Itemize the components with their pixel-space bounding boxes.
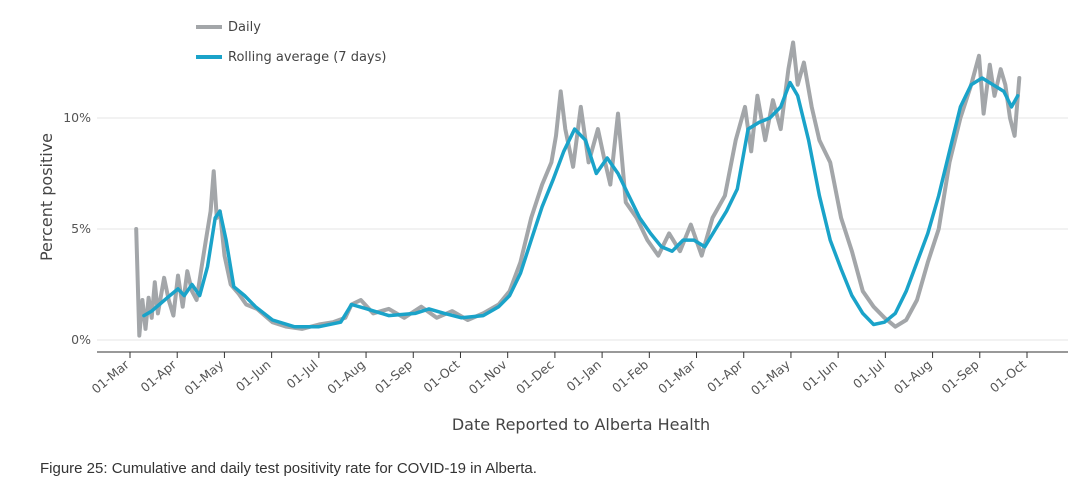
- x-tick-label: 01-Mar: [655, 356, 699, 396]
- y-tick-label: 5%: [71, 221, 91, 236]
- series-rolling-line: [142, 76, 1020, 329]
- x-axis-title: Date Reported to Alberta Health: [452, 415, 710, 434]
- series-lines: [134, 40, 1022, 338]
- x-axis: 01-Mar 01-Apr 01-May 01-Jun 01-Jul 01-Aug 01-S…: [89, 351, 1068, 398]
- x-tick-label: 01-Sep: [938, 357, 981, 397]
- legend-label-rolling: Rolling average (7 days): [228, 50, 386, 65]
- series-daily-line: [134, 40, 1022, 338]
- x-tick-label: 01-Nov: [466, 356, 510, 397]
- x-tick-label: 01-Apr: [704, 356, 746, 395]
- x-tick-label: 01-Oct: [420, 357, 462, 396]
- x-tick-label: 01-May: [181, 356, 227, 398]
- x-tick-label: 01-May: [748, 356, 794, 398]
- x-tick-label: 01-Jan: [563, 357, 604, 394]
- y-axis-ticks: 0% 5% 10%: [63, 110, 91, 347]
- x-tick-label: 01-Apr: [137, 356, 179, 395]
- legend: Daily Rolling average (7 days): [196, 20, 386, 65]
- x-tick-label: 01-Jul: [850, 357, 887, 392]
- positivity-chart: Daily Rolling average (7 days) 0% 5% 10% 0…: [37, 20, 1068, 434]
- x-tick-label: 01-Feb: [609, 357, 651, 396]
- grid-lines: [97, 117, 1068, 341]
- x-tick-label: 01-Sep: [372, 357, 415, 397]
- x-tick-label: 01-Dec: [513, 357, 557, 397]
- x-tick-label: 01-Aug: [324, 357, 368, 397]
- y-tick-label: 10%: [63, 110, 91, 125]
- x-tick-label: 01-Aug: [891, 357, 935, 397]
- x-tick-label: 01-Jun: [233, 357, 274, 395]
- x-tick-label: 01-Jul: [283, 357, 320, 392]
- y-tick-label: 0%: [71, 332, 91, 347]
- y-axis-title: Percent positive: [37, 133, 56, 261]
- legend-label-daily: Daily: [228, 20, 261, 35]
- x-tick-label: 01-Mar: [89, 356, 133, 396]
- x-tick-label: 01-Oct: [987, 357, 1029, 396]
- x-tick-label: 01-Jun: [799, 357, 840, 395]
- figure-caption: Figure 25: Cumulative and daily test pos…: [40, 460, 537, 477]
